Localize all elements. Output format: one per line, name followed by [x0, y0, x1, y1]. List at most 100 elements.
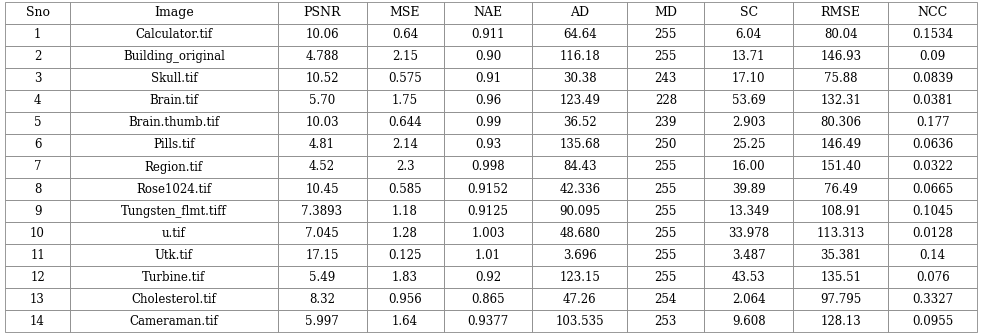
Bar: [704, 24, 793, 46]
Text: 10.03: 10.03: [305, 117, 339, 129]
Text: 113.313: 113.313: [817, 227, 865, 239]
Bar: [704, 2, 793, 24]
Text: 12: 12: [30, 271, 45, 284]
Text: 0.96: 0.96: [475, 95, 501, 107]
Bar: [278, 222, 366, 244]
Bar: [278, 310, 366, 332]
Text: 84.43: 84.43: [563, 161, 597, 173]
Bar: [5, 310, 70, 332]
Text: 2: 2: [33, 50, 41, 63]
Bar: [793, 266, 888, 288]
Text: 5.49: 5.49: [309, 271, 335, 284]
Text: 64.64: 64.64: [563, 28, 597, 41]
Text: 5.70: 5.70: [309, 95, 335, 107]
Text: 255: 255: [655, 227, 677, 239]
Text: 13.71: 13.71: [733, 50, 766, 63]
Text: 1.18: 1.18: [392, 205, 418, 217]
Text: Building_original: Building_original: [123, 50, 225, 63]
Text: 10.45: 10.45: [305, 183, 339, 195]
Bar: [704, 112, 793, 134]
Bar: [70, 134, 278, 156]
Bar: [704, 266, 793, 288]
Text: 0.92: 0.92: [475, 271, 501, 284]
Bar: [366, 288, 444, 310]
Bar: [5, 134, 70, 156]
Text: 0.998: 0.998: [471, 161, 505, 173]
Bar: [532, 2, 627, 24]
Bar: [888, 288, 977, 310]
Text: 13: 13: [30, 293, 45, 306]
Text: 33.978: 33.978: [729, 227, 770, 239]
Text: 80.306: 80.306: [820, 117, 861, 129]
Text: 132.31: 132.31: [820, 95, 861, 107]
Text: 0.14: 0.14: [919, 249, 946, 262]
Text: Calculator.tif: Calculator.tif: [136, 28, 212, 41]
Text: 0.9152: 0.9152: [467, 183, 509, 195]
Text: u.tif: u.tif: [162, 227, 186, 239]
Text: 47.26: 47.26: [563, 293, 597, 306]
Bar: [366, 244, 444, 266]
Text: 123.15: 123.15: [560, 271, 600, 284]
Bar: [888, 178, 977, 200]
Bar: [627, 310, 704, 332]
Bar: [444, 200, 532, 222]
Bar: [70, 156, 278, 178]
Bar: [366, 112, 444, 134]
Text: 243: 243: [655, 72, 677, 85]
Bar: [278, 134, 366, 156]
Text: 48.680: 48.680: [560, 227, 600, 239]
Bar: [70, 2, 278, 24]
Text: Pills.tif: Pills.tif: [153, 139, 194, 151]
Bar: [888, 200, 977, 222]
Text: 7.045: 7.045: [305, 227, 339, 239]
Text: 35.381: 35.381: [820, 249, 861, 262]
Text: 4.52: 4.52: [309, 161, 335, 173]
Bar: [278, 288, 366, 310]
Bar: [278, 46, 366, 68]
Bar: [532, 266, 627, 288]
Bar: [5, 46, 70, 68]
Text: 0.0322: 0.0322: [912, 161, 954, 173]
Bar: [793, 310, 888, 332]
Text: Cameraman.tif: Cameraman.tif: [130, 315, 218, 328]
Bar: [366, 266, 444, 288]
Text: 75.88: 75.88: [824, 72, 857, 85]
Text: 0.0128: 0.0128: [912, 227, 954, 239]
Text: 0.177: 0.177: [916, 117, 950, 129]
Bar: [627, 200, 704, 222]
Text: 17.15: 17.15: [305, 249, 339, 262]
Text: RMSE: RMSE: [821, 6, 861, 19]
Text: 8: 8: [33, 183, 41, 195]
Text: 108.91: 108.91: [820, 205, 861, 217]
Text: 146.49: 146.49: [820, 139, 861, 151]
Text: 90.095: 90.095: [560, 205, 601, 217]
Bar: [888, 112, 977, 134]
Bar: [627, 288, 704, 310]
Bar: [5, 222, 70, 244]
Bar: [5, 112, 70, 134]
Text: 239: 239: [655, 117, 677, 129]
Bar: [444, 244, 532, 266]
Text: 4.788: 4.788: [305, 50, 339, 63]
Bar: [278, 156, 366, 178]
Bar: [704, 134, 793, 156]
Text: 6.04: 6.04: [736, 28, 762, 41]
Bar: [70, 288, 278, 310]
Text: 2.15: 2.15: [392, 50, 418, 63]
Text: 14: 14: [30, 315, 45, 328]
Bar: [70, 310, 278, 332]
Bar: [444, 68, 532, 90]
Bar: [5, 244, 70, 266]
Text: NCC: NCC: [917, 6, 948, 19]
Text: 76.49: 76.49: [824, 183, 857, 195]
Bar: [704, 244, 793, 266]
Bar: [704, 200, 793, 222]
Bar: [70, 46, 278, 68]
Bar: [627, 24, 704, 46]
Bar: [278, 266, 366, 288]
Bar: [444, 222, 532, 244]
Bar: [627, 46, 704, 68]
Text: Tungsten_flmt.tiff: Tungsten_flmt.tiff: [121, 205, 227, 217]
Text: 0.99: 0.99: [475, 117, 501, 129]
Bar: [627, 266, 704, 288]
